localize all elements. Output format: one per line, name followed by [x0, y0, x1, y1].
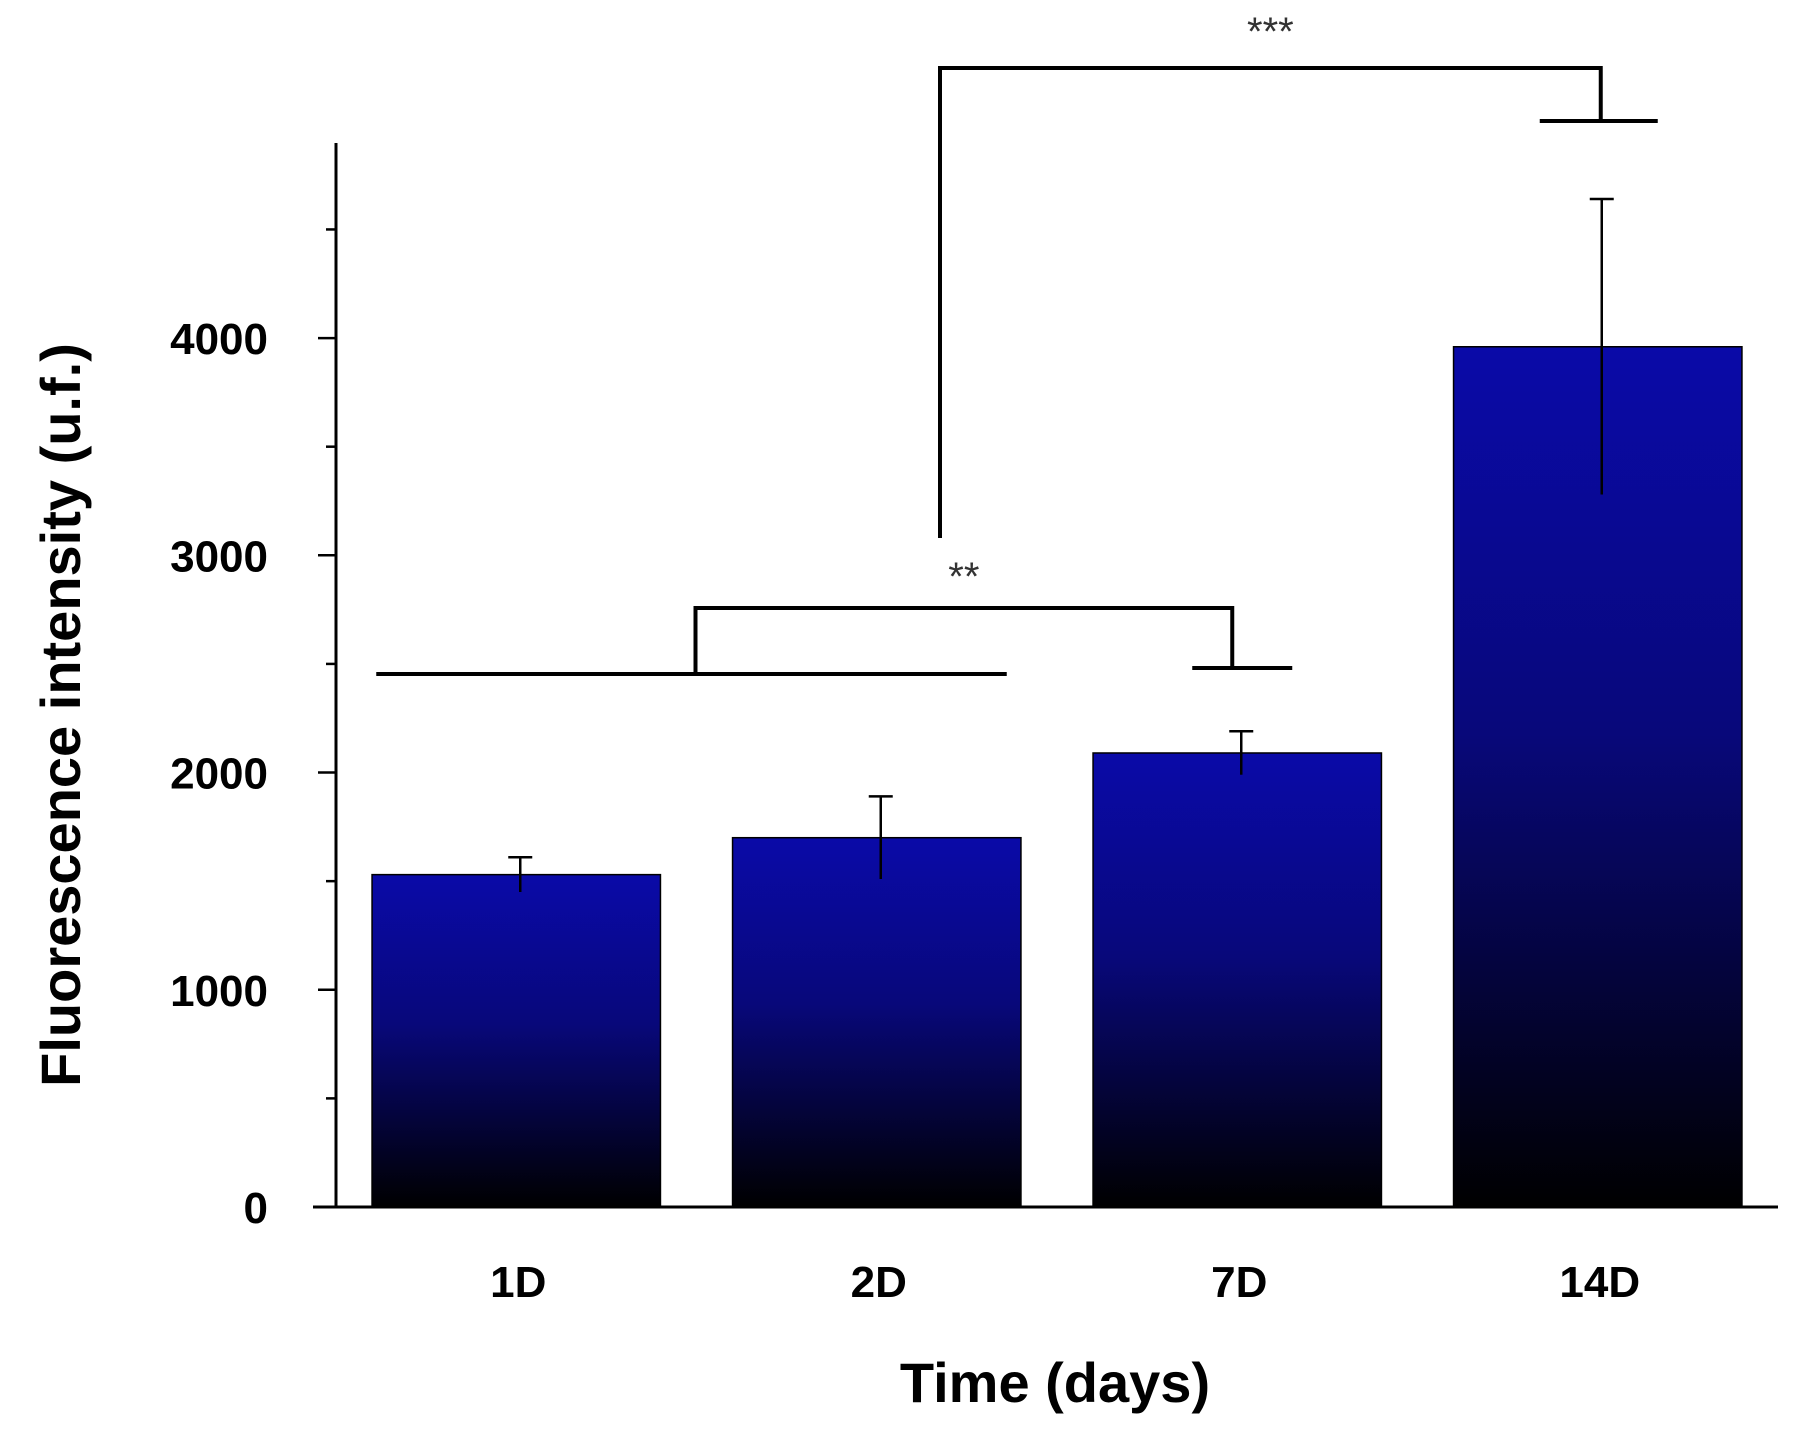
axes-layer: 1D 2D 7D 14D 0 1000 2000 3000 4000 [170, 143, 1778, 1307]
y-tick-label-2000: 2000 [170, 750, 268, 799]
x-tick-label-14D: 14D [1559, 1258, 1640, 1307]
x-tick-label-2D: 2D [851, 1258, 907, 1307]
error-bar-1D [508, 856, 533, 893]
x-tick-label-1D: 1D [490, 1258, 546, 1307]
significance-label-2: *** [1247, 10, 1294, 54]
x-axis-title: Time (days) [900, 1351, 1210, 1414]
y-axis-title: Fluorescence intensity (u.f.) [29, 343, 92, 1087]
y-tick-label-1000: 1000 [170, 967, 268, 1016]
significance-layer: ***** [376, 10, 1658, 676]
bar-7D [1092, 752, 1383, 1208]
bars-layer [371, 346, 1743, 1208]
significance-bracket-1: ** [376, 555, 1293, 676]
y-tick-label-3000: 3000 [170, 532, 268, 581]
x-tick-label-7D: 7D [1211, 1258, 1267, 1307]
significance-bracket-2: *** [938, 10, 1658, 538]
bar-2D [731, 836, 1022, 1208]
bar-1D [371, 873, 662, 1208]
error-bar-2D [868, 795, 893, 879]
significance-label-1: ** [948, 555, 979, 599]
y-tick-label-4000: 4000 [170, 315, 268, 364]
error-bars-layer [508, 197, 1614, 893]
error-bar-14D [1589, 197, 1614, 495]
y-tick-label-0: 0 [244, 1184, 268, 1233]
bar-14D [1452, 346, 1743, 1208]
error-bar-7D [1229, 730, 1254, 775]
